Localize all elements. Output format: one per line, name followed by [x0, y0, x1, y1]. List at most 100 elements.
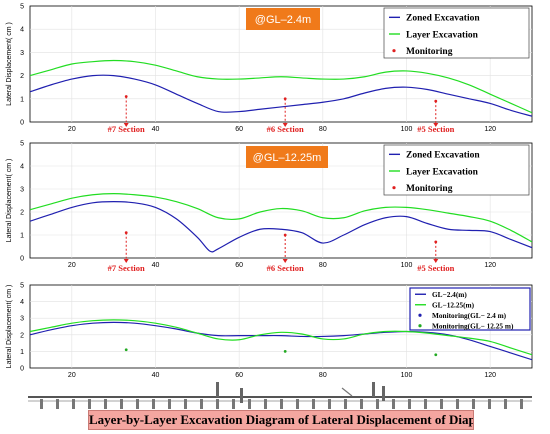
wall-strut	[88, 399, 91, 409]
legend-entry: Monitoring	[406, 47, 453, 57]
wall-strut	[168, 399, 171, 409]
x-tick-label: 80	[319, 262, 327, 269]
legend-entry: Layer Excavation	[406, 167, 479, 177]
y-tick-label: 4	[20, 299, 24, 306]
legend-entry: Zoned Excavation	[406, 14, 480, 24]
wall-strut	[456, 399, 459, 409]
x-tick-label: 20	[68, 126, 76, 133]
legend-entry: GL−12.25(m)	[432, 300, 475, 309]
section-label: #5 Section	[417, 263, 454, 273]
legend-entry: Monitoring(GL− 2.4 m)	[432, 311, 507, 320]
y-tick-label: 4	[20, 27, 24, 34]
y-tick-label: 3	[20, 316, 24, 323]
x-tick-label: 100	[401, 126, 413, 133]
legend-box	[409, 287, 531, 331]
x-tick-label: 40	[152, 262, 160, 269]
wall-column	[240, 388, 243, 403]
section-arrow-icon	[433, 259, 439, 263]
data-point	[434, 353, 438, 357]
y-tick-label: 0	[20, 120, 24, 127]
x-tick-label: 20	[68, 262, 76, 269]
wall-strut	[344, 399, 347, 409]
series-line-2	[30, 59, 532, 114]
x-tick-label: 40	[152, 126, 160, 133]
series-line-1	[30, 201, 532, 253]
wall-strut	[392, 399, 395, 409]
wall-column	[382, 386, 385, 401]
legend: Zoned Excavation Layer Excavation Monitori…	[383, 7, 530, 59]
section-label: #6 Section	[267, 263, 304, 273]
y-tick-label: 2	[20, 210, 24, 217]
data-point	[283, 350, 287, 353]
y-tick-label: 1	[20, 349, 24, 356]
legend-box	[383, 144, 530, 196]
wall-strut	[200, 399, 203, 409]
x-tick-label: 60	[235, 126, 243, 133]
wall-strut	[488, 399, 491, 409]
x-tick-label: 100	[401, 262, 413, 269]
wall-strut	[264, 399, 267, 409]
x-tick-label: 60	[235, 372, 243, 379]
wall-strut	[520, 399, 523, 409]
wall-brace	[341, 387, 353, 397]
y-tick-label: 1	[20, 96, 24, 103]
x-tick-label: 40	[152, 372, 160, 379]
wall-column	[216, 382, 219, 397]
wall-strut	[504, 399, 507, 409]
wall-strut	[376, 399, 379, 409]
wall-strut	[136, 399, 139, 409]
y-axis-label: Lateral Displacement( cm )	[6, 22, 13, 106]
y-tick-label: 5	[20, 4, 24, 11]
section-label: #6 Section	[267, 124, 304, 134]
legend-marker	[418, 324, 422, 328]
legend-marker	[392, 49, 396, 53]
wall-column	[372, 382, 375, 397]
chart-panel-3: 20 40 60 80 100 120 0 1 2 3 4 5 Lateral Displacement…	[6, 283, 533, 379]
wall-strut	[232, 399, 235, 409]
legend: Zoned Excavation Layer Excavation Monitori…	[383, 144, 530, 196]
section-arrow-icon	[123, 123, 129, 127]
y-tick-label: 2	[20, 73, 24, 80]
y-tick-label: 3	[20, 187, 24, 194]
wall-strut	[472, 399, 475, 409]
legend-entry: GL−2.4(m)	[432, 290, 467, 299]
depth-tag-box	[246, 8, 320, 30]
section-label: #5 Section	[417, 124, 454, 134]
section-arrow-icon	[123, 259, 129, 263]
wall-strut	[104, 399, 107, 409]
x-tick-label: 120	[484, 262, 496, 269]
series-line-2	[30, 319, 532, 356]
wall-strut	[440, 399, 443, 409]
legend-entry: Layer Excavation	[406, 30, 479, 40]
legend-entry: Zoned Excavation	[406, 151, 480, 161]
y-tick-label: 4	[20, 164, 24, 171]
wall-strut	[424, 399, 427, 409]
x-tick-label: 80	[319, 372, 327, 379]
wall-strut	[72, 399, 75, 409]
section-arrow-icon	[282, 123, 288, 127]
wall-strut	[328, 399, 331, 409]
legend-marker	[418, 313, 422, 317]
data-layer	[30, 192, 532, 253]
y-tick-label: 0	[20, 256, 24, 263]
chart-panel-2: 20 40 60 80 100 120 0 1 2 3 4 5 Lateral Displacement…	[6, 141, 533, 273]
series-line-1	[30, 74, 532, 117]
wall-strut	[280, 399, 283, 409]
chart-panel-1: 20 40 60 80 100 120 0 1 2 3 4 5 Lateral Displacement…	[6, 4, 533, 134]
y-tick-label: 1	[20, 233, 24, 240]
section-label: #7 Section	[108, 124, 145, 134]
wall-strut	[360, 399, 363, 409]
wall-strut	[312, 399, 315, 409]
y-tick-label: 0	[20, 366, 24, 373]
wall-strut	[408, 399, 411, 409]
data-layer	[30, 319, 532, 361]
series-line-1	[30, 321, 532, 361]
wall-strut	[120, 399, 123, 409]
depth-tag: @GL–2.4m	[255, 14, 311, 26]
x-tick-label: 80	[319, 126, 327, 133]
y-tick-label: 2	[20, 332, 24, 339]
series-line-2	[30, 192, 532, 243]
legend-entry: Monitoring	[406, 184, 453, 194]
x-tick-label: 100	[401, 372, 413, 379]
